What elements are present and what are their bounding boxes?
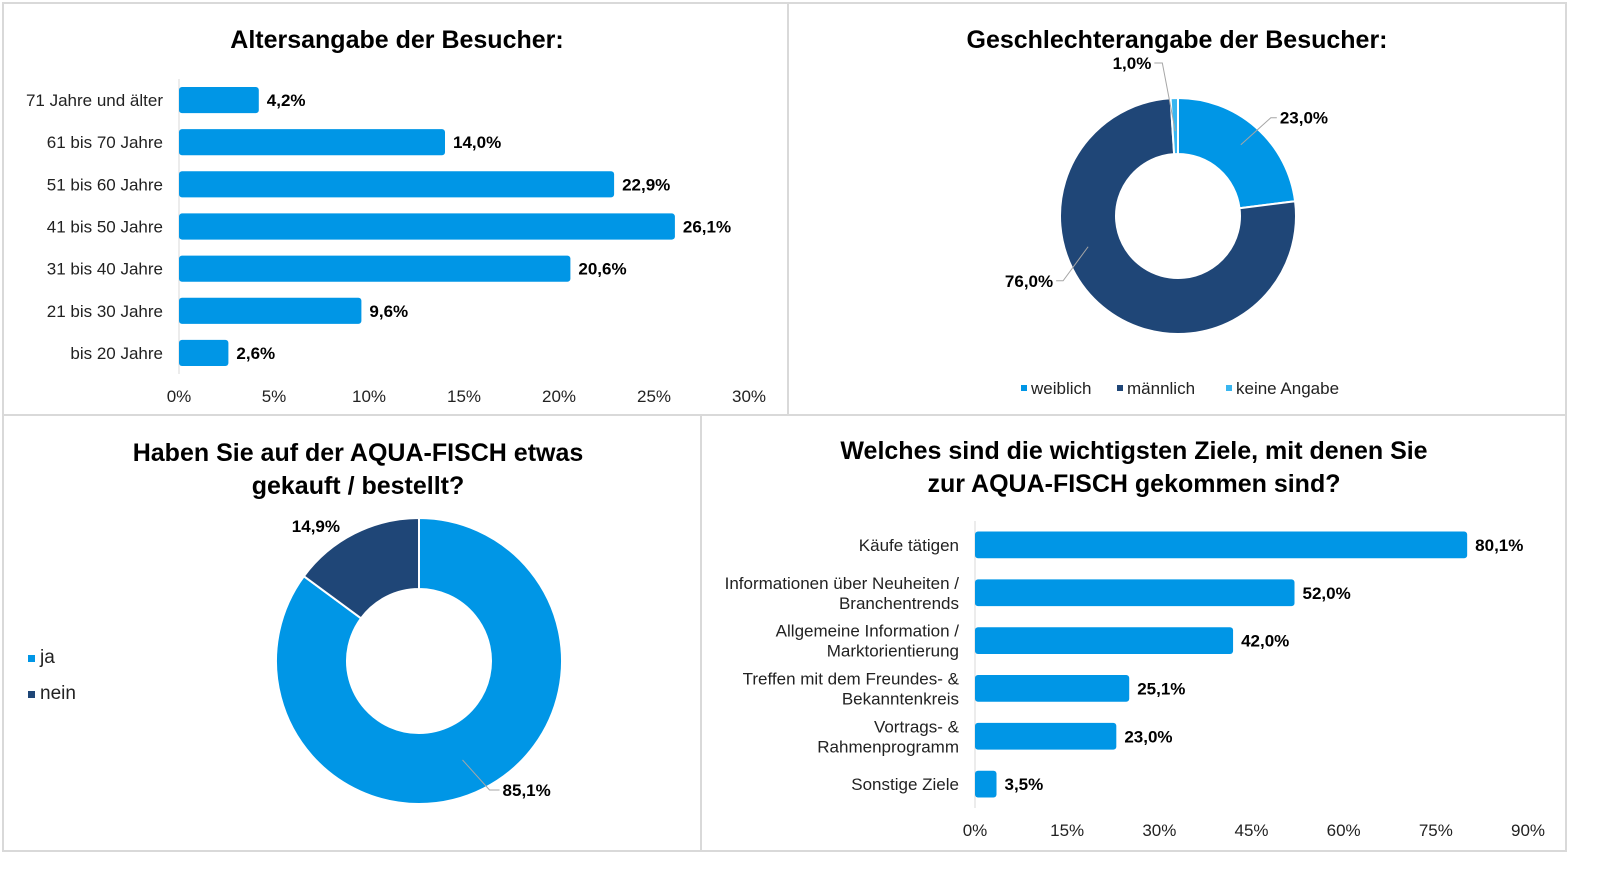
legend-swatch-0 bbox=[1021, 385, 1027, 391]
purchase-donut-chart: Haben Sie auf der AQUA-FISCH etwas gekau… bbox=[28, 439, 584, 805]
category-label-5: Sonstige Ziele bbox=[851, 775, 959, 794]
panel-age-chart: Altersangabe der Besucher: 4,2% 71 Jahre … bbox=[2, 2, 789, 416]
data-label-0: 85,1% bbox=[503, 781, 551, 800]
data-label-5: 3,5% bbox=[1005, 775, 1044, 794]
leader-line-0 bbox=[1240, 117, 1277, 146]
data-label-1: 14,0% bbox=[453, 133, 501, 152]
category-label-6: bis 20 Jahre bbox=[70, 344, 163, 363]
category-label-4-line1: Rahmenprogramm bbox=[817, 737, 959, 756]
chart-title-age: Altersangabe der Besucher: bbox=[230, 26, 563, 54]
bar-5 bbox=[179, 297, 362, 324]
bar-3 bbox=[179, 213, 675, 240]
x-tick-label-0: 0% bbox=[167, 387, 192, 406]
x-tick-label-3: 45% bbox=[1234, 821, 1268, 840]
data-label-4: 20,6% bbox=[578, 260, 626, 279]
x-tick-label-2: 30% bbox=[1142, 821, 1176, 840]
data-label-6: 2,6% bbox=[236, 344, 275, 363]
gender-donut-chart: Geschlechterangabe der Besucher: 23,0% 76… bbox=[967, 26, 1388, 398]
category-label-3-line0: Treffen mit dem Freundes- & bbox=[743, 669, 960, 688]
data-label-1: 52,0% bbox=[1303, 584, 1351, 603]
x-tick-label-6: 90% bbox=[1511, 821, 1545, 840]
x-tick-label-5: 75% bbox=[1419, 821, 1453, 840]
data-label-2: 22,9% bbox=[622, 175, 670, 194]
legend-label-0: ja bbox=[39, 647, 55, 668]
legend-label-0: weiblich bbox=[1030, 379, 1091, 398]
panel-goals-chart: Welches sind die wichtigsten Ziele, mit … bbox=[700, 414, 1567, 852]
category-label-4-line0: Vortrags- & bbox=[874, 717, 960, 736]
bar-2 bbox=[179, 171, 615, 198]
bar-5 bbox=[975, 770, 997, 798]
category-label-1: 61 bis 70 Jahre bbox=[47, 133, 163, 152]
legend-label-1: nein bbox=[40, 683, 76, 704]
bar-6 bbox=[179, 339, 229, 366]
bar-3 bbox=[975, 675, 1130, 702]
x-tick-label-1: 5% bbox=[262, 387, 287, 406]
x-tick-label-0: 0% bbox=[963, 821, 988, 840]
x-tick-label-1: 15% bbox=[1050, 821, 1084, 840]
x-tick-label-6: 30% bbox=[732, 387, 766, 406]
data-label-3: 25,1% bbox=[1137, 679, 1185, 698]
donut-slice-1 bbox=[302, 516, 420, 620]
bar-4 bbox=[179, 255, 571, 282]
data-label-0: 23,0% bbox=[1280, 109, 1328, 128]
donut-slice-0 bbox=[1177, 96, 1297, 210]
category-label-2-line1: Marktorientierung bbox=[827, 642, 959, 661]
data-label-0: 4,2% bbox=[267, 91, 306, 110]
bar-2 bbox=[975, 627, 1234, 654]
data-label-2: 1,0% bbox=[1113, 54, 1152, 73]
leader-line-1 bbox=[1056, 246, 1089, 282]
panel-purchase-chart: Haben Sie auf der AQUA-FISCH etwas gekau… bbox=[2, 414, 702, 852]
category-label-2-line0: Allgemeine Information / bbox=[776, 622, 960, 641]
category-label-3: 41 bis 50 Jahre bbox=[47, 218, 163, 237]
data-label-0: 80,1% bbox=[1475, 536, 1523, 555]
legend-label-2: keine Angabe bbox=[1236, 379, 1339, 398]
bar-0 bbox=[179, 87, 259, 114]
x-tick-label-5: 25% bbox=[637, 387, 671, 406]
chart-title-goals-line2: zur AQUA-FISCH gekommen sind? bbox=[928, 470, 1341, 498]
bar-1 bbox=[975, 579, 1295, 607]
x-tick-label-4: 60% bbox=[1327, 821, 1361, 840]
leader-line-2 bbox=[1154, 62, 1176, 132]
donut-slice-1 bbox=[1059, 97, 1297, 335]
category-label-5: 21 bis 30 Jahre bbox=[47, 302, 163, 321]
data-label-3: 26,1% bbox=[683, 218, 731, 237]
leader-line-0 bbox=[462, 759, 500, 791]
category-label-0: Käufe tätigen bbox=[859, 536, 959, 555]
x-tick-label-4: 20% bbox=[542, 387, 576, 406]
x-tick-label-2: 10% bbox=[352, 387, 386, 406]
category-label-4: 31 bis 40 Jahre bbox=[47, 260, 163, 279]
panel-gender-chart: Geschlechterangabe der Besucher: 23,0% 76… bbox=[787, 2, 1567, 416]
category-label-2: 51 bis 60 Jahre bbox=[47, 175, 163, 194]
legend-swatch-0 bbox=[28, 655, 35, 662]
x-tick-label-3: 15% bbox=[447, 387, 481, 406]
donut-slice-0 bbox=[275, 516, 563, 805]
legend-swatch-1 bbox=[28, 691, 35, 698]
data-label-4: 23,0% bbox=[1124, 727, 1172, 746]
chart-title-purchase-line1: Haben Sie auf der AQUA-FISCH etwas bbox=[133, 439, 584, 467]
chart-title-purchase-line2: gekauft / bestellt? bbox=[252, 472, 465, 500]
legend-swatch-1 bbox=[1117, 385, 1123, 391]
legend-label-1: männlich bbox=[1127, 379, 1195, 398]
bar-0 bbox=[975, 531, 1468, 559]
legend-swatch-2 bbox=[1226, 385, 1232, 391]
age-bar-chart: Altersangabe der Besucher: 4,2% 71 Jahre … bbox=[26, 26, 766, 406]
category-label-1-line0: Informationen über Neuheiten / bbox=[725, 574, 960, 593]
data-label-1: 76,0% bbox=[1005, 272, 1053, 291]
bar-4 bbox=[975, 722, 1117, 750]
category-label-3-line1: Bekanntenkreis bbox=[842, 689, 959, 708]
chart-title-gender: Geschlechterangabe der Besucher: bbox=[967, 26, 1388, 54]
category-label-1-line1: Branchentrends bbox=[839, 594, 959, 613]
chart-title-goals-line1: Welches sind die wichtigsten Ziele, mit … bbox=[840, 437, 1427, 465]
data-label-5: 9,6% bbox=[369, 302, 408, 321]
category-label-0: 71 Jahre und älter bbox=[26, 91, 163, 110]
data-label-1: 14,9% bbox=[292, 517, 340, 536]
bar-1 bbox=[179, 129, 445, 156]
goals-bar-chart: Welches sind die wichtigsten Ziele, mit … bbox=[725, 437, 1545, 840]
data-label-2: 42,0% bbox=[1241, 632, 1289, 651]
